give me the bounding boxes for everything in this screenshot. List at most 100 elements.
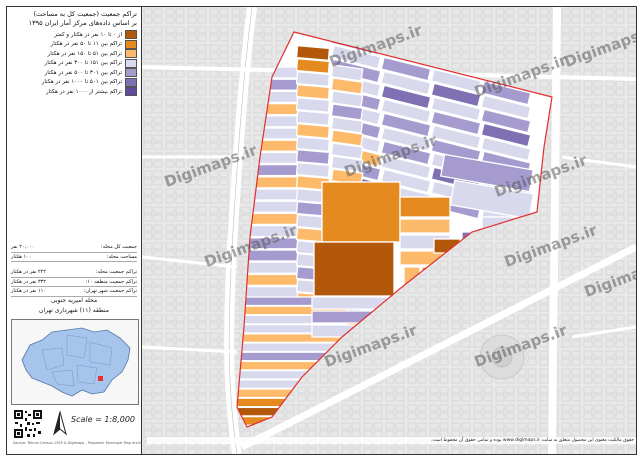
stat-label: تراکم جمعیت منطقه ۱۰: xyxy=(85,278,137,285)
legend-label: از ۰ تا ۱۰ نفر در هکتار و کمتر xyxy=(54,31,122,38)
legend-swatch xyxy=(125,77,137,87)
legend-swatch xyxy=(125,49,137,59)
neighborhood-name: محله امیریه جنوبی xyxy=(50,297,98,304)
parcel xyxy=(380,70,432,96)
legend-item: تراکم بین ۳۰۱ تا ۵۰۰ نفر در هکتار xyxy=(11,68,137,78)
legend-item: تراکم بین ۱۱ تا ۵۰ نفر در هکتار xyxy=(11,39,137,50)
legend-swatch xyxy=(125,68,137,78)
legend-label: تراکم بیشتر از ۱۰۰۰ نفر در هکتار xyxy=(45,88,122,95)
parcel xyxy=(380,112,432,138)
stat-label: مساحت محله: xyxy=(106,253,137,260)
legend-swatch xyxy=(125,30,137,40)
map-sheet: تراکم جمعیت (جمعیت کل به مساحت) بر اساس … xyxy=(6,6,637,455)
parcel xyxy=(295,96,331,114)
parcel xyxy=(330,142,364,160)
stat-row: تراکم جمعیت محله: ۲۲۲ نفر در هکتار xyxy=(11,268,137,278)
stat-value: ۲۲۲ نفر در هکتار xyxy=(11,269,46,276)
district-lines xyxy=(41,334,113,387)
stat-label: جمعیت کل محله: xyxy=(100,244,137,251)
parcel xyxy=(330,90,364,108)
map-canvas xyxy=(141,7,636,454)
parcel xyxy=(295,135,331,153)
parcel xyxy=(330,64,364,82)
stat-value: ۲۰,۰۰۰ نفر xyxy=(11,244,35,251)
legend-title-line2: بر اساس داده‌های مرکز آمار ایران ۱۳۹۵ xyxy=(28,19,137,27)
parcel xyxy=(295,109,331,127)
parcel xyxy=(440,153,534,193)
parcel xyxy=(380,154,432,180)
stat-value: ۳۳۲ نفر در هکتار xyxy=(11,278,46,285)
east-avenue xyxy=(548,7,561,454)
stat-value: ۱۰۰ هکتار xyxy=(11,253,32,260)
map-area: Digimaps.ir Digimaps.ir Digimaps.ir Digimap… xyxy=(141,7,636,454)
parcel xyxy=(380,98,432,124)
parcel xyxy=(480,80,532,106)
parcel xyxy=(399,196,451,218)
legend-items: از ۰ تا ۱۰ نفر در هکتار و کمتر تراکم بین … xyxy=(7,30,141,97)
stat-value: ۱۱۰ نفر در هکتار xyxy=(11,288,46,295)
parcel xyxy=(295,70,331,88)
parcel xyxy=(330,103,364,121)
qr-code-icon xyxy=(13,409,43,439)
stat-row: مساحت محله: ۱۰۰ هکتار xyxy=(11,253,137,262)
legend-label: تراکم بین ۱۵۱ تا ۳۰۰ نفر در هکتار xyxy=(44,60,122,67)
legend-label: تراکم بین ۵۱ تا ۱۵۰ نفر در هکتار xyxy=(47,50,122,57)
stat-row: جمعیت کل محله: ۲۰,۰۰۰ نفر xyxy=(11,243,137,253)
parcel xyxy=(380,140,432,166)
legend-title: تراکم جمعیت (جمعیت کل به مساحت) بر اساس … xyxy=(7,7,141,28)
parcel xyxy=(480,136,532,162)
parcel xyxy=(330,116,364,134)
legend-panel: تراکم جمعیت (جمعیت کل به مساحت) بر اساس … xyxy=(7,7,145,454)
parcel xyxy=(311,296,388,310)
stat-row: تراکم جمعیت منطقه ۱۰: ۳۳۲ نفر در هکتار xyxy=(11,278,137,287)
stat-row: تراکم جمعیت شهر تهران: ۱۱۰ نفر در هکتار xyxy=(11,287,137,297)
parcel xyxy=(330,129,364,147)
parcel xyxy=(295,83,331,101)
legend-swatch xyxy=(125,58,137,68)
map-credits: Scale = 1:8,000 Source: Tehran Census 13… xyxy=(11,407,145,447)
source-credit: Source: Tehran Census 1395 & Digimaps - … xyxy=(13,441,146,445)
stat-label: تراکم جمعیت شهر تهران: xyxy=(83,288,137,295)
north-arrow-icon xyxy=(53,410,67,436)
parcel xyxy=(295,122,331,140)
legend-item: از ۰ تا ۱۰ نفر در هکتار و کمتر xyxy=(11,30,137,40)
legend-item: تراکم بین ۱۵۱ تا ۳۰۰ نفر در هکتار xyxy=(11,58,137,69)
legend-swatch xyxy=(125,39,137,49)
parcel xyxy=(480,108,532,134)
district-name: منطقه (۱۱) شهرداری تهران xyxy=(39,307,109,314)
parcel xyxy=(449,179,535,220)
legend-item: تراکم بیشتر از ۱۰۰۰ نفر در هکتار xyxy=(11,87,137,97)
parcel xyxy=(380,56,432,82)
parcel xyxy=(295,148,331,166)
parcel xyxy=(430,96,482,122)
parcel xyxy=(430,110,482,136)
legend-swatch xyxy=(125,87,137,97)
parcel xyxy=(295,57,331,75)
stats-table: جمعیت کل محله: ۲۰,۰۰۰ نفر مساحت محله: ۱۰۰ ه… xyxy=(11,243,137,297)
parcel xyxy=(430,82,482,108)
parcel xyxy=(380,168,432,194)
tehran-outline xyxy=(21,327,131,397)
copyright-footer: حقوق مالکیت معنوی این محصول متعلق به سای… xyxy=(147,437,636,444)
parcel xyxy=(399,218,451,234)
inset-map-svg xyxy=(21,327,131,397)
parcel xyxy=(380,126,432,152)
neighborhood-marker xyxy=(98,376,103,381)
parcel xyxy=(480,122,532,148)
parcel xyxy=(430,68,482,94)
parcel xyxy=(295,44,331,62)
parcel xyxy=(330,44,382,70)
parcel xyxy=(321,181,401,243)
legend-item: تراکم بین ۵۰۱ تا ۱۰۰۰ نفر در هکتار xyxy=(11,77,137,88)
inset-map xyxy=(11,319,139,405)
parcel xyxy=(313,241,395,297)
parcel xyxy=(380,84,432,110)
legend-label: تراکم بین ۵۰۱ تا ۱۰۰۰ نفر در هکتار xyxy=(41,79,122,86)
legend-item: تراکم بین ۵۱ تا ۱۵۰ نفر در هکتار xyxy=(11,49,137,59)
neighborhood-boundary xyxy=(236,31,553,428)
parcel xyxy=(330,155,364,173)
parcel xyxy=(480,94,532,120)
parcel xyxy=(330,77,364,95)
scale-label: Scale = 1:8,000 xyxy=(71,415,135,424)
legend-title-line1: تراکم جمعیت (جمعیت کل به مساحت) xyxy=(33,10,137,18)
